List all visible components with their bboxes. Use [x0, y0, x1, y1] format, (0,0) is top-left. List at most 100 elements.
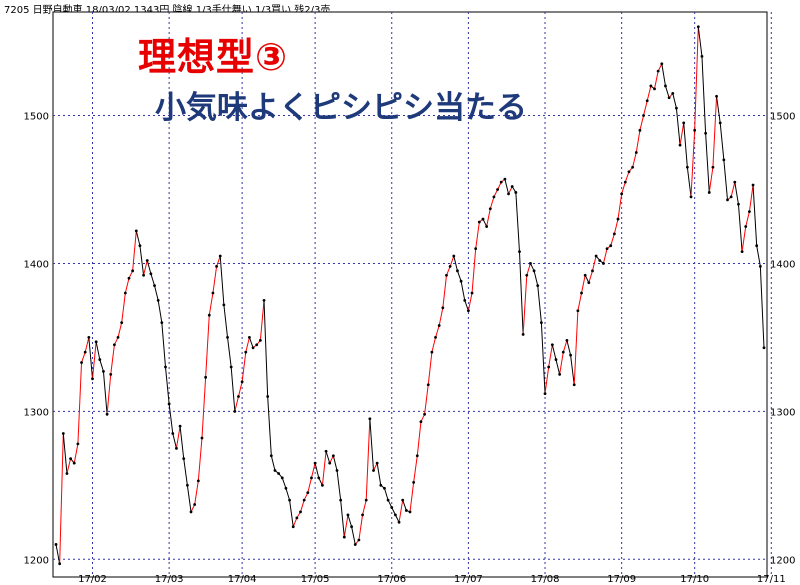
price-point	[65, 472, 69, 475]
price-segment	[88, 337, 93, 379]
price-point	[463, 299, 467, 302]
price-segment	[321, 451, 327, 486]
price-point	[612, 232, 616, 236]
price-segment	[270, 455, 276, 471]
price-point	[142, 273, 145, 277]
price-segment	[84, 337, 90, 353]
price-segment	[643, 100, 648, 116]
price-point	[350, 525, 354, 529]
price-segment	[424, 384, 429, 415]
price-point	[324, 449, 328, 453]
price-point	[196, 479, 200, 483]
price-point	[127, 276, 131, 280]
y-tick-label-right: 1300	[770, 407, 795, 418]
price-segment	[212, 266, 218, 294]
price-segment	[734, 182, 739, 205]
price-point	[729, 195, 733, 199]
price-segment	[471, 248, 477, 294]
price-segment	[248, 337, 254, 348]
price-segment	[697, 26, 703, 57]
price-point	[218, 254, 222, 258]
price-point	[543, 392, 547, 395]
price-point	[98, 358, 102, 361]
price-segment	[183, 458, 188, 486]
price-segment	[675, 108, 681, 146]
price-point	[602, 262, 605, 265]
price-point	[346, 513, 350, 517]
price-segment	[409, 482, 415, 512]
price-segment	[602, 248, 608, 264]
price-segment	[347, 514, 353, 527]
price-segment	[701, 56, 707, 134]
price-point	[383, 486, 386, 490]
price-point	[368, 417, 372, 421]
y-axis-right: 1200 1300 1400 1500	[770, 112, 795, 567]
price-point	[415, 454, 419, 458]
price-segment	[661, 63, 666, 87]
price-point	[91, 377, 94, 381]
price-point	[266, 395, 270, 398]
price-segment	[62, 433, 68, 474]
price-segment	[548, 344, 553, 368]
price-segment	[537, 285, 542, 323]
price-point	[321, 483, 324, 487]
price-point	[554, 358, 558, 361]
price-segment	[723, 159, 729, 200]
price-segment	[281, 477, 287, 489]
price-segment	[559, 352, 564, 375]
price-point	[503, 177, 507, 181]
price-point	[61, 432, 65, 435]
price-point	[722, 158, 726, 162]
price-point	[390, 506, 394, 509]
price-segment	[413, 455, 418, 483]
y-tick-label-left: 1500	[24, 112, 49, 123]
price-point	[102, 370, 105, 373]
price-point	[87, 335, 91, 339]
price-point	[496, 188, 499, 191]
y-tick-label-left: 1300	[24, 407, 49, 418]
price-point	[248, 335, 251, 339]
price-point	[470, 291, 474, 295]
price-segment	[168, 403, 174, 434]
price-segment	[66, 458, 72, 474]
price-point	[426, 383, 430, 387]
price-segment	[745, 211, 750, 227]
price-segment	[102, 371, 108, 415]
x-tick-label: 17/09	[607, 574, 636, 585]
price-segment	[705, 133, 710, 193]
price-segment	[73, 443, 79, 464]
price-segment	[635, 130, 641, 153]
price-segment	[756, 245, 761, 267]
price-point	[58, 562, 62, 566]
price-point	[740, 250, 744, 254]
price-point	[237, 395, 240, 398]
price-segment	[460, 281, 466, 301]
price-point	[649, 84, 653, 88]
price-point	[54, 543, 58, 546]
price-point	[430, 350, 434, 354]
price-segment	[442, 275, 447, 308]
price-point	[642, 114, 645, 117]
price-point	[514, 191, 518, 194]
price-segment	[752, 185, 758, 246]
price-point	[605, 247, 609, 251]
price-segment	[164, 366, 170, 404]
price-point	[580, 291, 583, 295]
price-segment	[719, 122, 725, 160]
price-segment	[194, 480, 199, 505]
price-point	[229, 365, 233, 369]
price-segment	[562, 340, 568, 353]
price-point	[689, 195, 693, 199]
y-tick-label-right: 1200	[770, 555, 795, 566]
price-segment	[91, 341, 97, 379]
price-point	[288, 498, 291, 502]
price-point	[631, 165, 635, 169]
price-point	[748, 210, 751, 214]
price-segment	[146, 260, 152, 274]
price-point	[616, 217, 620, 221]
price-segment	[759, 266, 765, 348]
price-point	[193, 503, 197, 506]
price-segment	[435, 325, 440, 338]
price-segment	[581, 275, 586, 294]
price-point	[634, 151, 638, 154]
